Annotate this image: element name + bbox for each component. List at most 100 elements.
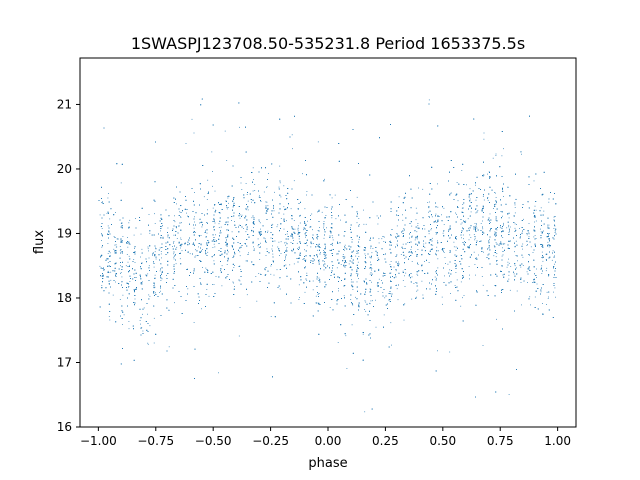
- data-point: [154, 274, 156, 276]
- data-point: [195, 249, 196, 251]
- data-point: [160, 230, 161, 232]
- data-point: [429, 217, 430, 218]
- data-point: [402, 243, 404, 245]
- data-point: [540, 207, 542, 209]
- data-point: [520, 266, 522, 268]
- data-point: [450, 192, 452, 194]
- data-point: [116, 238, 118, 240]
- data-point: [233, 267, 235, 268]
- data-point: [455, 212, 456, 214]
- data-point: [483, 199, 485, 201]
- data-point: [337, 299, 338, 300]
- data-point: [461, 207, 463, 209]
- data-point: [370, 272, 372, 273]
- data-point: [331, 197, 333, 199]
- data-point: [431, 228, 432, 229]
- data-point: [212, 284, 213, 285]
- data-point: [302, 173, 303, 175]
- data-point: [435, 271, 436, 273]
- data-point: [508, 240, 509, 242]
- data-point: [160, 280, 162, 281]
- data-point: [148, 294, 150, 296]
- data-point: [494, 204, 496, 206]
- data-point: [482, 175, 484, 177]
- data-point: [326, 227, 327, 229]
- data-point: [464, 241, 465, 242]
- data-point: [441, 214, 442, 216]
- data-point: [142, 281, 143, 283]
- data-point: [437, 350, 438, 352]
- data-point: [495, 242, 497, 244]
- data-point: [208, 295, 210, 297]
- data-point: [507, 261, 509, 263]
- data-point: [475, 274, 476, 276]
- data-point: [147, 273, 149, 275]
- data-point: [456, 255, 458, 257]
- data-point: [122, 236, 124, 237]
- data-point: [482, 284, 484, 286]
- data-point: [231, 220, 232, 221]
- data-point: [227, 196, 229, 197]
- data-point: [180, 237, 182, 239]
- data-point: [266, 186, 268, 188]
- data-point: [475, 199, 477, 201]
- data-point: [161, 270, 163, 272]
- data-point: [280, 196, 282, 198]
- data-point: [283, 265, 285, 267]
- data-point: [554, 263, 555, 265]
- data-point: [495, 236, 497, 237]
- data-point: [496, 229, 498, 231]
- data-point: [279, 288, 281, 290]
- data-point: [331, 217, 333, 219]
- data-point: [270, 273, 272, 275]
- data-point: [494, 231, 496, 233]
- data-point: [378, 242, 380, 244]
- data-point: [293, 180, 295, 182]
- data-point: [291, 134, 293, 136]
- data-point: [181, 250, 183, 252]
- data-point: [307, 220, 308, 222]
- data-point: [323, 265, 325, 267]
- data-point: [364, 309, 365, 310]
- data-point: [246, 194, 248, 195]
- data-point: [424, 228, 426, 230]
- data-point: [134, 277, 135, 278]
- data-point: [180, 216, 182, 218]
- data-point: [554, 255, 555, 257]
- data-point: [147, 343, 149, 345]
- data-point: [365, 301, 367, 303]
- data-point: [153, 287, 155, 289]
- data-point: [508, 262, 510, 264]
- data-point: [523, 218, 524, 220]
- data-point: [463, 295, 465, 296]
- data-point: [543, 230, 544, 232]
- data-point: [436, 246, 438, 248]
- data-point: [221, 285, 223, 287]
- data-point: [514, 251, 515, 253]
- data-point: [425, 242, 427, 244]
- data-point: [120, 265, 121, 267]
- data-point: [526, 245, 528, 246]
- data-point: [528, 236, 530, 238]
- data-point: [202, 267, 203, 268]
- data-point: [495, 153, 497, 155]
- data-point: [215, 234, 216, 236]
- data-point: [350, 266, 352, 268]
- data-point: [553, 228, 555, 229]
- data-point: [113, 248, 115, 250]
- data-point: [264, 269, 266, 271]
- data-point: [274, 240, 276, 242]
- data-point: [398, 196, 400, 198]
- data-point: [476, 258, 478, 260]
- data-point: [443, 224, 445, 225]
- data-point: [528, 230, 529, 232]
- data-point: [534, 221, 535, 223]
- data-point: [428, 99, 430, 101]
- data-point: [462, 234, 464, 236]
- data-point: [193, 132, 195, 134]
- data-point: [542, 260, 544, 262]
- data-point: [213, 284, 215, 285]
- data-point: [246, 209, 247, 211]
- data-point: [521, 304, 522, 306]
